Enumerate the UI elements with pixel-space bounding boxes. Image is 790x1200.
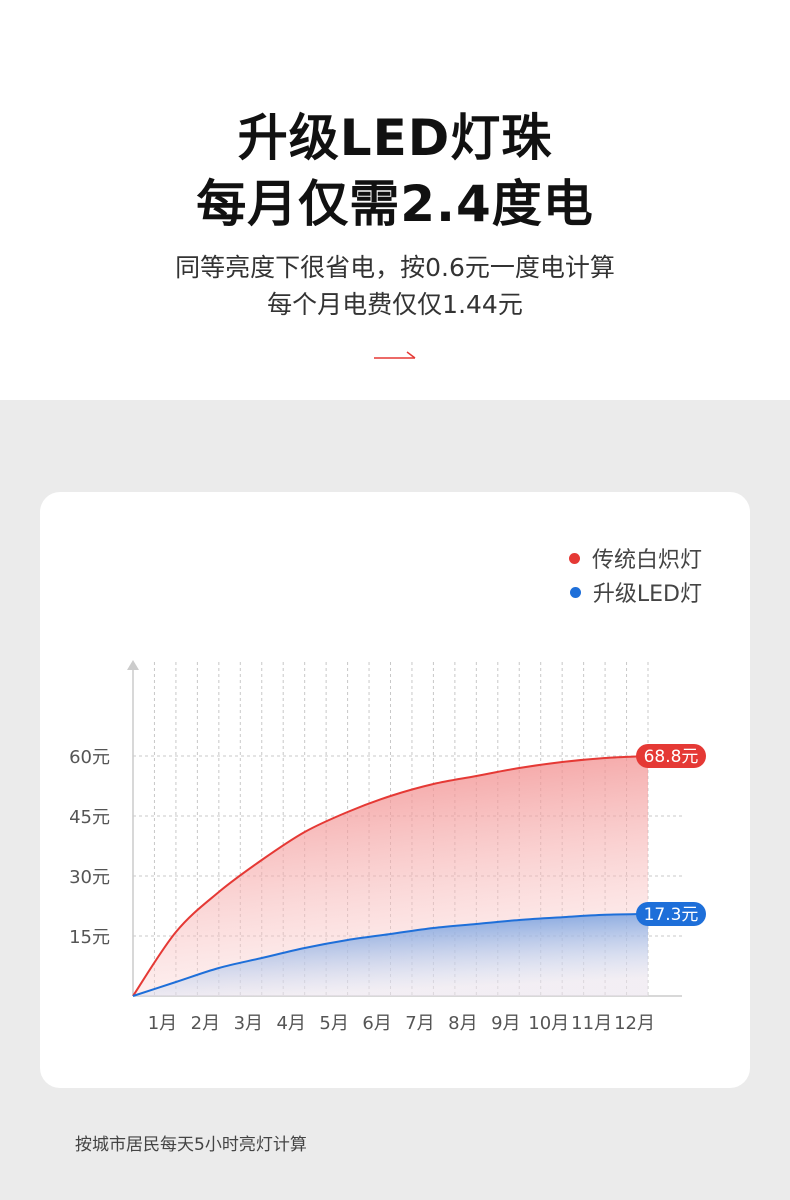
x-tick-label: 6月 [362, 1013, 391, 1034]
y-tick-label: 15元 [69, 927, 110, 948]
legend-dot-blue [569, 586, 581, 598]
legend-label: 升级LED灯 [592, 582, 702, 607]
x-tick-label: 9月 [491, 1013, 520, 1034]
legend-item-incandescent: 传统白炽灯 [568, 542, 702, 574]
series-led-area [133, 914, 648, 996]
chart-card: 传统白炽灯 升级LED灯 15元 30元 45元 60元 1月 2月 3月 4月 5月 6月 7月 8… [40, 492, 750, 1088]
x-tick-label: 1月 [148, 1013, 177, 1034]
y-tick-label: 60元 [69, 747, 110, 768]
page-title-line2: 每月仅需2.4度电 [196, 175, 594, 233]
x-tick-label: 8月 [448, 1013, 477, 1034]
subtitle-line2: 每个月电费仅仅1.44元 [267, 290, 523, 319]
x-tick-label: 2月 [191, 1013, 220, 1034]
series-led-end-label: 17.3元 [644, 905, 699, 925]
subtitle-line1: 同等亮度下很省电，按0.6元一度电计算 [175, 253, 615, 282]
legend-label: 传统白炽灯 [591, 548, 702, 573]
x-tick-label: 7月 [405, 1013, 434, 1034]
x-tick-label: 4月 [276, 1013, 305, 1034]
y-axis-arrow-icon [127, 660, 139, 670]
x-tick-label: 3月 [234, 1013, 263, 1034]
legend-dot-red [568, 552, 580, 564]
area-chart: 15元 30元 45元 60元 1月 2月 3月 4月 5月 6月 7月 8月 9月 10月 11月 12月 6… [69, 660, 706, 1034]
arrow-right-icon [374, 351, 416, 359]
x-tick-label: 5月 [319, 1013, 348, 1034]
series-led-end-label-bg [636, 902, 706, 926]
legend-item-led: 升级LED灯 [569, 576, 702, 608]
y-tick-label: 45元 [69, 807, 110, 828]
x-tick-label: 11月 [571, 1013, 612, 1034]
page-title-line1: 升级LED灯珠 [237, 109, 553, 167]
series-incandescent-end-label: 68.8元 [644, 747, 699, 767]
series-incandescent-end-label-bg [636, 744, 706, 768]
x-tick-label: 12月 [614, 1013, 655, 1034]
header-section: 升级LED灯珠 每月仅需2.4度电 同等亮度下很省电，按0.6元一度电计算 每个… [0, 0, 790, 400]
y-tick-label: 30元 [69, 867, 110, 888]
footnote: 按城市居民每天5小时亮灯计算 [75, 1135, 307, 1155]
x-tick-label: 10月 [528, 1013, 569, 1034]
